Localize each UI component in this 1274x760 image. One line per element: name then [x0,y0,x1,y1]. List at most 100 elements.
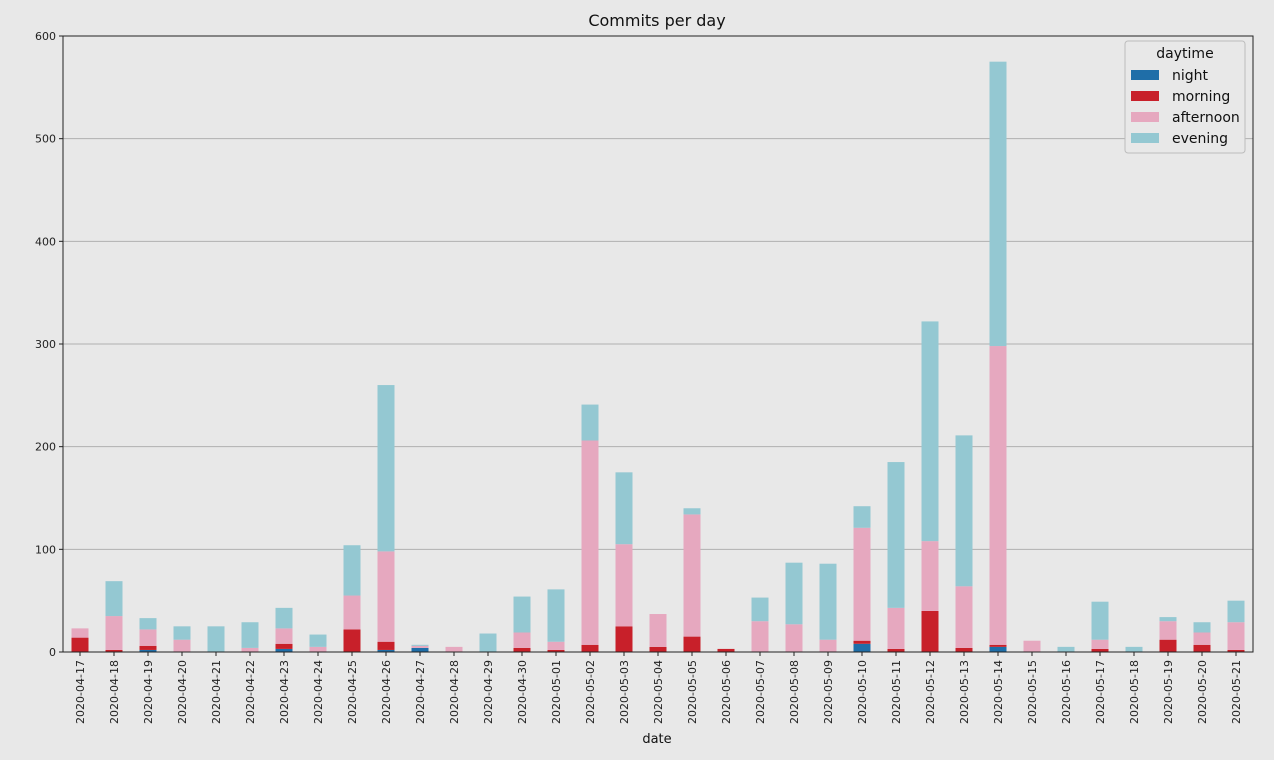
bar-segment-morning [853,640,871,644]
x-tick-label: 2020-05-09 [822,660,835,724]
x-tick-label: 2020-05-11 [890,660,903,724]
bar-segment-morning [105,649,123,652]
bar-segment-morning [649,646,667,652]
bar-segment-morning [139,645,157,650]
bar-segment-night [275,648,293,652]
bar-segment-evening [513,596,531,633]
bar-segment-afternoon [309,646,327,652]
bar-segment-night [377,649,395,652]
bar-segment-evening [105,581,123,617]
bar-segment-night [411,647,429,652]
legend-swatch-afternoon [1131,112,1159,122]
bar-segment-night [139,649,157,652]
bar-segment-afternoon [751,621,769,652]
x-tick-label: 2020-05-03 [618,660,631,724]
x-tick-label: 2020-05-16 [1060,660,1073,724]
bar-segment-evening [411,644,429,646]
x-tick-label: 2020-04-29 [482,660,495,724]
bar-segment-afternoon [173,639,191,652]
bar-segment-morning [581,644,599,652]
bar-segment-morning [683,636,701,652]
x-tick-label: 2020-04-27 [414,660,427,724]
bar-segment-morning [1091,648,1109,652]
bar-segment-afternoon [1193,632,1211,645]
bar-segment-morning [955,647,973,652]
bar-segment-evening [1057,646,1075,652]
bar-segment-afternoon [275,628,293,644]
bar-segment-evening [309,634,327,647]
x-tick-label: 2020-04-28 [448,660,461,724]
bar-segment-evening [853,506,871,528]
grid-lines [63,138,1253,550]
x-tick-label: 2020-05-15 [1026,660,1039,724]
x-tick-label: 2020-05-12 [924,660,937,724]
bar-segment-evening [955,435,973,587]
x-tick-label: 2020-05-13 [958,660,971,724]
bar-segment-afternoon [819,639,837,652]
bar-segment-evening [785,562,803,625]
x-tick-label: 2020-04-21 [210,660,223,724]
bar-segment-morning [71,637,89,652]
bar-segment-afternoon [921,541,939,611]
x-tick-label: 2020-05-01 [550,660,563,724]
y-tick-label: 300 [35,338,56,351]
y-tick-label: 400 [35,235,56,248]
legend-box [1124,40,1246,154]
chart-title: Commits per day [588,11,725,30]
bar-segment-morning [887,648,905,652]
bar-segment-evening [1159,617,1177,622]
x-tick-label: 2020-04-22 [244,660,257,724]
legend-swatch-morning [1131,91,1159,101]
bar-segment-evening [377,385,395,552]
legend-label-night: night [1172,68,1209,84]
bar-segment-morning [343,629,361,652]
bar-segment-morning [275,643,293,649]
bar-segment-afternoon [1227,622,1245,650]
bar-segment-afternoon [343,595,361,630]
x-tick-label: 2020-04-24 [312,660,325,724]
bar-segment-afternoon [615,544,633,627]
bar-segment-morning [513,647,531,652]
y-tick-label: 500 [35,133,56,146]
bar-segment-evening [173,626,191,640]
bar-segment-afternoon [241,647,259,652]
bar-segment-morning [717,648,735,652]
legend-swatch-evening [1131,133,1159,143]
y-tick-label: 0 [49,646,56,659]
bar-segment-evening [581,404,599,441]
bar-segment-evening [819,563,837,640]
bar-segment-morning [1159,639,1177,652]
x-tick-label: 2020-04-30 [516,660,529,724]
bar-segment-morning [615,626,633,652]
x-tick-label: 2020-05-20 [1196,660,1209,724]
bar-segment-morning [1193,644,1211,652]
bar-segment-afternoon [955,586,973,648]
x-tick-label: 2020-05-17 [1094,660,1107,724]
x-tick-label: 2020-04-25 [346,660,359,724]
bar-segment-afternoon [139,629,157,646]
legend: daytime night morning afternoon evening [1124,40,1246,154]
x-tick-label: 2020-05-06 [720,660,733,724]
bar-segment-evening [1193,622,1211,633]
x-tick-label: 2020-04-19 [142,660,155,724]
bar-segment-evening [343,545,361,596]
legend-label-afternoon: afternoon [1172,110,1240,126]
bar-segment-evening [207,626,225,652]
legend-title: daytime [1156,46,1213,62]
bar-segment-night [989,646,1007,652]
x-axis-title: date [642,732,671,747]
bar-segment-morning [547,649,565,652]
x-tick-label: 2020-05-05 [686,660,699,724]
bar-segment-afternoon [71,628,89,638]
bar-segment-afternoon [105,616,123,650]
bar-segment-evening [139,618,157,630]
x-tick-label: 2020-04-17 [74,660,87,724]
bar-segment-afternoon [581,440,599,645]
bar-segment-evening [275,607,293,629]
legend-label-morning: morning [1172,89,1230,105]
bar-segment-evening [241,622,259,648]
bar-segment-afternoon [887,607,905,649]
y-tick-label: 100 [35,543,56,556]
